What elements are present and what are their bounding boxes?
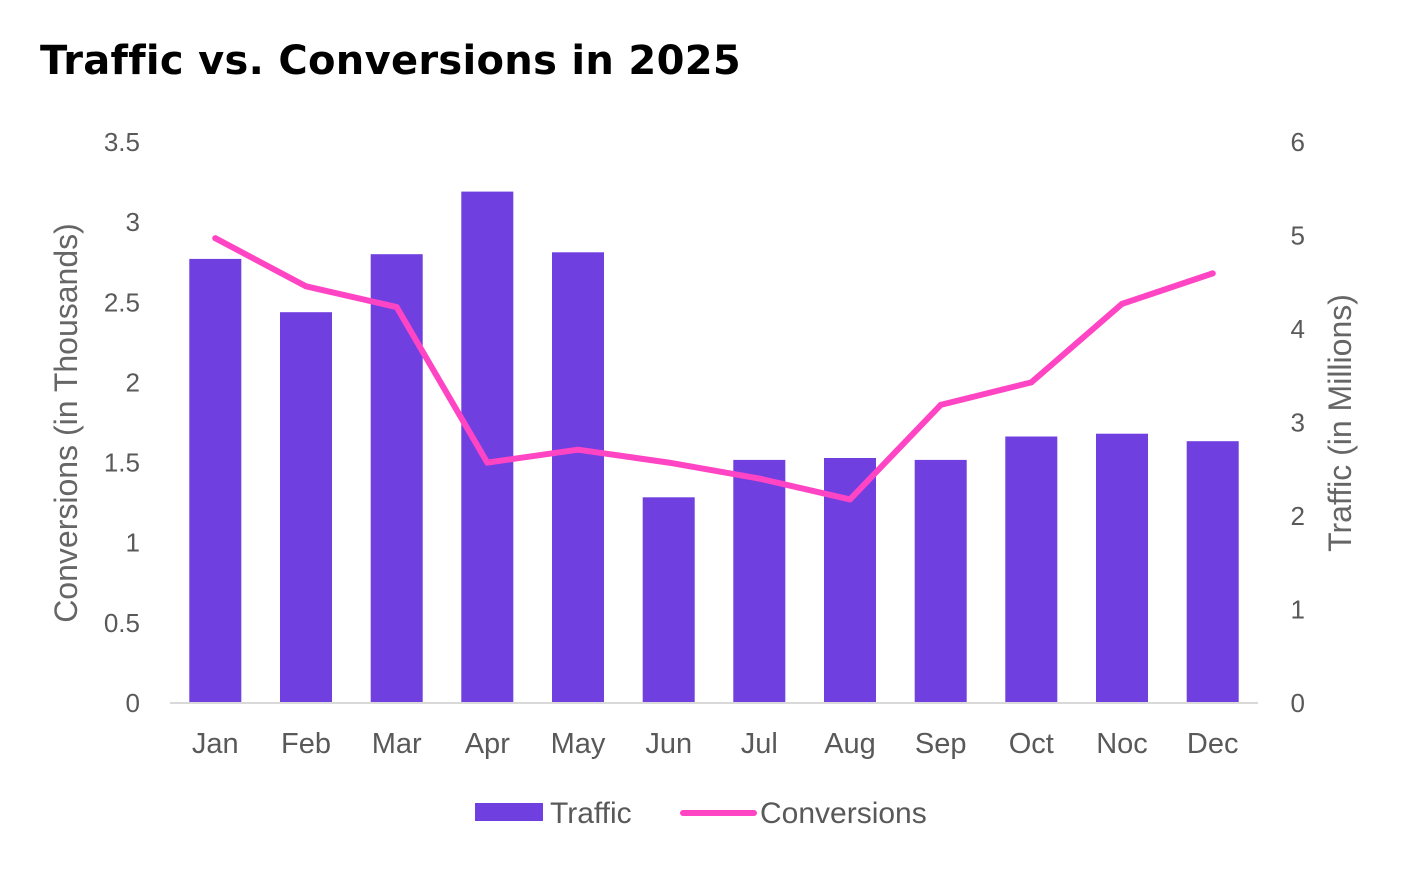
- legend-traffic-swatch: [475, 803, 543, 821]
- left-tick-label: 0: [126, 688, 140, 718]
- legend-traffic-label: Traffic: [550, 797, 632, 830]
- traffic-bar-noc: [1096, 433, 1148, 703]
- right-tick-label: 1: [1291, 595, 1305, 625]
- right-tick-label: 2: [1291, 501, 1305, 531]
- x-axis-ticks: Jan Feb Mar Apr May Jun Jul Aug Sep Oct Noc Dec: [192, 728, 1239, 760]
- x-tick-label: Jul: [741, 728, 778, 760]
- left-tick-label: 3: [126, 207, 140, 237]
- conversions-point-mar: [393, 304, 400, 311]
- x-tick-label: Noc: [1096, 728, 1148, 760]
- traffic-bar-mar: [370, 254, 423, 703]
- x-tick-label: Jun: [645, 728, 692, 760]
- x-tick-label: Feb: [281, 728, 331, 760]
- conversions-point-aug: [847, 496, 853, 503]
- traffic-bars: [189, 191, 1239, 704]
- left-axis-title: Conversions (in Thousands): [48, 223, 84, 623]
- left-tick-label: 2.5: [104, 287, 140, 317]
- legend-conversions-label: Conversions: [760, 797, 927, 830]
- right-tick-label: 5: [1291, 221, 1305, 251]
- right-axis-title: Traffic (in Millions): [1322, 294, 1358, 552]
- traffic-bar-jun: [642, 497, 695, 703]
- conversions-point-jan: [212, 235, 219, 242]
- x-tick-label: Mar: [372, 728, 422, 760]
- conversions-line: [212, 235, 1216, 503]
- x-tick-label: Sep: [915, 728, 967, 760]
- traffic-bar-jul: [733, 459, 786, 703]
- traffic-bar-oct: [1005, 436, 1058, 703]
- conversions-point-feb: [303, 283, 309, 290]
- x-tick-label: Apr: [465, 728, 510, 760]
- conversions-point-jul: [756, 475, 763, 482]
- conversions-point-dec: [1209, 270, 1216, 277]
- conversions-point-may: [575, 446, 581, 453]
- right-tick-label: 6: [1291, 127, 1305, 157]
- conversions-line-layer: [212, 235, 1216, 503]
- left-tick-label: 1.5: [104, 448, 140, 478]
- x-tick-label: Jan: [192, 728, 239, 760]
- left-tick-label: 0.5: [104, 608, 140, 638]
- conversions-point-sep: [937, 401, 944, 408]
- left-tick-label: 3.5: [104, 127, 140, 157]
- x-tick-label: Oct: [1009, 728, 1054, 760]
- traffic-bar-may: [552, 252, 604, 704]
- conversions-point-noc: [1119, 300, 1125, 307]
- legend: Traffic Conversions: [475, 797, 927, 830]
- traffic-bar-jan: [189, 258, 242, 703]
- left-axis-ticks: 0 0.5 1 1.5 2 2.5 3 3.5: [104, 127, 140, 718]
- x-tick-label: May: [551, 728, 606, 760]
- right-tick-label: 4: [1291, 314, 1305, 344]
- x-tick-label: Dec: [1187, 728, 1239, 760]
- traffic-bar-sep: [914, 459, 967, 703]
- left-tick-label: 1: [126, 528, 140, 558]
- left-tick-label: 2: [126, 367, 140, 397]
- x-tick-label: Aug: [824, 728, 876, 760]
- chart-title: Traffic vs. Conversions in 2025: [40, 38, 741, 84]
- right-tick-label: 0: [1291, 688, 1305, 718]
- right-axis-ticks: 0 1 2 3 4 5 6: [1291, 127, 1305, 718]
- traffic-bar-apr: [461, 191, 514, 703]
- conversions-point-jun: [665, 459, 672, 466]
- right-tick-label: 3: [1291, 408, 1305, 438]
- conversions-point-apr: [484, 459, 491, 466]
- traffic-bar-feb: [280, 312, 332, 703]
- conversions-point-oct: [1028, 379, 1035, 386]
- traffic-bar-dec: [1186, 441, 1239, 703]
